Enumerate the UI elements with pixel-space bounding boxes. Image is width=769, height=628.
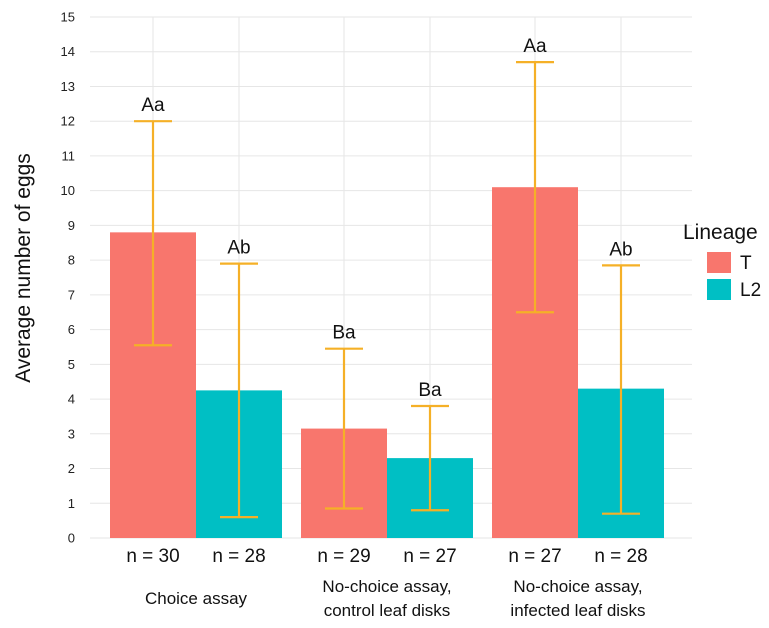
legend-label-l2: L2 xyxy=(740,280,761,301)
significance-label: Ab xyxy=(227,238,250,259)
y-tick-label: 15 xyxy=(61,10,75,25)
y-tick-label: 4 xyxy=(68,392,75,407)
bars-layer xyxy=(110,187,664,538)
group-label: No-choice assay, xyxy=(322,577,451,596)
sample-size-label: n = 27 xyxy=(403,546,456,567)
sample-size-label: n = 28 xyxy=(212,546,265,567)
y-tick-label: 13 xyxy=(61,79,75,94)
y-tick-label: 2 xyxy=(68,461,75,476)
legend: Lineage T L2 xyxy=(683,221,761,301)
y-axis-label: Average number of eggs xyxy=(12,153,35,383)
significance-label: Aa xyxy=(141,95,165,116)
sample-size-label: n = 27 xyxy=(508,546,561,567)
y-tick-label: 0 xyxy=(68,531,75,546)
y-tick-label: 1 xyxy=(68,496,75,511)
legend-swatch-t xyxy=(707,252,731,273)
significance-label: Ba xyxy=(418,380,442,401)
y-tick-label: 10 xyxy=(61,183,75,198)
significance-label: Ba xyxy=(332,323,356,344)
error-bars-layer xyxy=(134,61,640,519)
significance-label: Aa xyxy=(523,36,547,57)
y-tick-label: 8 xyxy=(68,253,75,268)
significance-label: Ab xyxy=(609,239,632,260)
y-tick-label: 5 xyxy=(68,357,75,372)
group-label: control leaf disks xyxy=(324,601,451,620)
group-label: No-choice assay, xyxy=(513,577,642,596)
group-label: Choice assay xyxy=(145,589,248,608)
y-tick-label: 12 xyxy=(61,114,75,129)
sample-size-label: n = 29 xyxy=(317,546,370,567)
y-tick-label: 6 xyxy=(68,322,75,337)
sample-size-label: n = 30 xyxy=(126,546,179,567)
y-tick-label: 14 xyxy=(61,44,75,59)
legend-entries: T L2 xyxy=(707,252,761,301)
y-tick-label: 3 xyxy=(68,426,75,441)
legend-swatch-l2 xyxy=(707,279,731,300)
legend-title: Lineage xyxy=(683,221,758,244)
sample-size-label: n = 28 xyxy=(594,546,647,567)
legend-label-t: T xyxy=(740,253,752,274)
y-tick-label: 9 xyxy=(68,218,75,233)
group-label: infected leaf disks xyxy=(510,601,645,620)
y-tick-label: 11 xyxy=(62,148,76,163)
y-tick-label: 7 xyxy=(68,287,75,302)
